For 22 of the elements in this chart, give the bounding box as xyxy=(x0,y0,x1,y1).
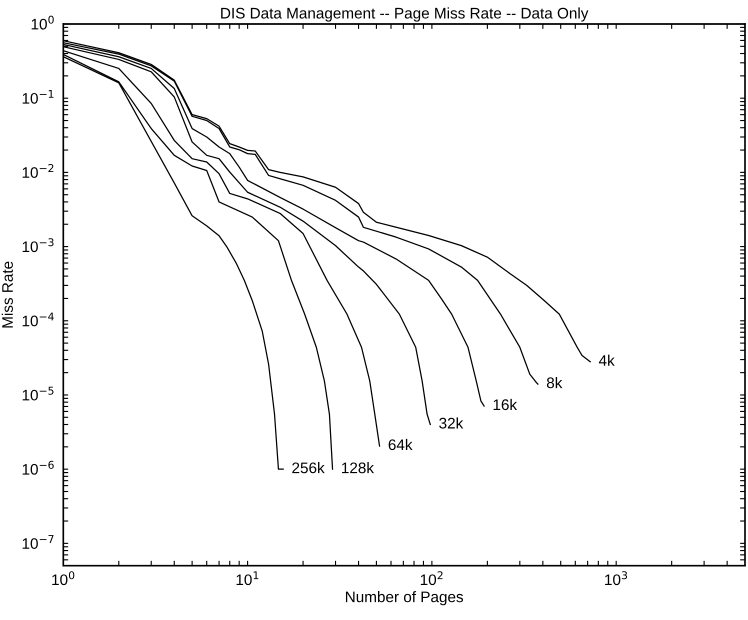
series-label: 128k xyxy=(342,462,374,474)
y-tick-label: 10$^{0}$ xyxy=(32,16,54,30)
y-tick-label: 10$^{−3}$ xyxy=(22,238,54,252)
series-label: 32k xyxy=(439,417,464,429)
series-label: 64k xyxy=(388,438,413,450)
x-tick-label: 10$^{2}$ xyxy=(420,571,443,586)
y-tick-label: 10$^{−1}$ xyxy=(22,90,54,104)
x-tick-label: 10$^{1}$ xyxy=(236,571,258,586)
x-tick-label: 10$^{0}$ xyxy=(52,571,74,586)
series-label: 4k xyxy=(598,354,615,366)
y-tick-label: 10$^{−5}$ xyxy=(22,386,54,401)
y-tick-label: 10$^{−2}$ xyxy=(22,164,54,178)
y-tick-label: 10$^{−4}$ xyxy=(22,312,54,326)
x-axis-title: Number of Pages xyxy=(346,591,464,606)
y-tick-label: 10$^{−7}$ xyxy=(22,535,54,549)
x-tick-label: 10$^{3}$ xyxy=(605,571,628,586)
chart-title: DIS Data Management -- Page Miss Rate -- Data Only xyxy=(221,7,588,22)
series-label: 8k xyxy=(546,377,562,388)
series-label: 256k xyxy=(292,462,325,474)
y-tick-label: 10$^{−6}$ xyxy=(22,460,54,475)
y-axis-title: Miss Rate xyxy=(2,262,13,328)
series-label: 16k xyxy=(494,398,518,410)
